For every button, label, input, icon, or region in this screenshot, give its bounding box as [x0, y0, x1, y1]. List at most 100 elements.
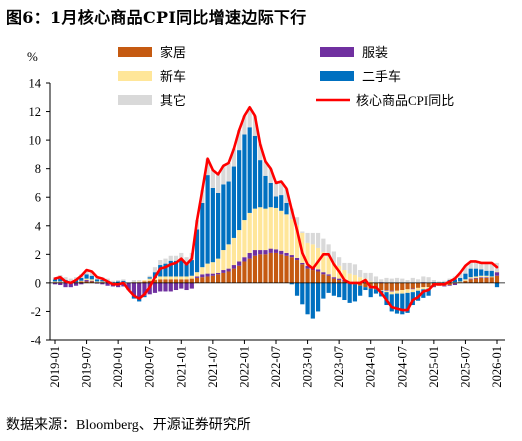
bar-new-car-2020-09 [158, 276, 163, 280]
bar-apparel-2019-01 [52, 282, 58, 285]
bar-used-car-2021-01 [179, 259, 184, 277]
bar-household-2025-04 [447, 282, 452, 286]
legend-swatch [118, 47, 152, 57]
x-tick-label: 2023-07 [332, 346, 346, 388]
bar-new-car-2025-06 [458, 281, 463, 283]
bar-other-2020-10 [163, 258, 168, 264]
bar-new-car-2024-06 [394, 290, 400, 294]
bar-other-2020-02 [121, 279, 126, 281]
bar-other-2019-08 [89, 271, 94, 276]
bar-household-2021-02 [184, 279, 189, 283]
legend-label: 服装 [362, 45, 388, 60]
bar-used-car-2023-04 [321, 282, 326, 299]
bar-used-car-2023-10 [352, 284, 358, 302]
bar-new-car-2023-05 [326, 257, 331, 275]
bar-used-car-2025-06 [458, 277, 463, 282]
bar-new-car-2021-05 [200, 267, 205, 275]
bar-household-2020-10 [163, 279, 168, 283]
source-note: 数据来源：Bloomberg、开源证券研究所 [6, 418, 251, 433]
bar-household-2022-09 [284, 255, 289, 283]
bar-used-car-2019-08 [89, 275, 94, 280]
x-tick-label: 2024-07 [395, 346, 409, 388]
x-tick-label: 2019-07 [80, 346, 94, 388]
legend-item-core-goods-cpi: 核心商品CPI同比 [316, 93, 454, 108]
bar-used-car-2022-01 [242, 134, 247, 221]
bar-apparel-2022-05 [263, 250, 268, 255]
bar-other-2022-07 [273, 182, 279, 197]
bar-new-car-2025-12 [489, 276, 494, 278]
bar-other-2023-05 [326, 244, 331, 258]
bar-new-car-2019-10 [100, 281, 105, 283]
x-tick-label: 2020-01 [111, 346, 125, 388]
bar-used-car-2024-12 [426, 288, 431, 296]
bar-new-car-2026-01 [494, 271, 500, 273]
legend-swatch [320, 71, 354, 81]
bar-used-car-2022-05 [263, 175, 268, 209]
x-tick-label: 2021-01 [174, 346, 188, 388]
bar-household-2024-12 [426, 282, 431, 288]
bar-new-car-2022-05 [263, 208, 268, 251]
bar-other-2022-09 [284, 188, 289, 203]
legend-label: 新车 [160, 69, 186, 84]
bar-new-car-2022-04 [258, 207, 263, 251]
x-tick-label: 2022-01 [237, 346, 251, 388]
bar-apparel-2023-05 [326, 274, 331, 276]
bar-apparel-2019-08 [89, 280, 94, 282]
bar-apparel-2022-12 [300, 262, 305, 265]
bar-apparel-2019-05 [73, 282, 79, 286]
bar-household-2023-06 [331, 278, 336, 283]
bar-new-car-2021-12 [237, 230, 242, 262]
bar-other-2022-06 [268, 168, 273, 183]
bar-apparel-2022-03 [252, 250, 258, 256]
bar-apparel-2019-06 [79, 282, 84, 285]
bar-other-2024-11 [421, 276, 426, 283]
bar-apparel-2022-06 [268, 248, 273, 253]
bar-used-car-2024-02 [373, 289, 379, 294]
bar-new-car-2024-08 [405, 289, 410, 293]
bar-used-car-2019-06 [79, 277, 84, 281]
bar-other-2022-01 [242, 115, 247, 135]
bar-other-2019-04 [68, 278, 73, 282]
bar-new-car-2024-04 [384, 290, 389, 293]
legend-item-apparel: 服装 [320, 45, 388, 60]
bar-new-car-2019-07 [84, 278, 89, 281]
x-tick-label: 2020-07 [143, 346, 157, 388]
bar-apparel-2020-03 [126, 282, 131, 291]
bar-other-2025-11 [484, 262, 489, 271]
bar-used-car-2023-06 [331, 282, 336, 296]
bar-household-2025-09 [473, 278, 479, 283]
y-tick-label: -4 [31, 334, 42, 348]
bar-used-car-2023-03 [316, 282, 321, 312]
bar-other-2023-10 [352, 264, 358, 276]
bar-apparel-2025-03 [442, 285, 447, 287]
bar-apparel-2020-09 [158, 282, 163, 292]
bar-other-2019-03 [63, 277, 68, 281]
bar-new-car-2025-08 [468, 277, 473, 279]
bar-new-car-2024-12 [426, 287, 431, 289]
bar-new-car-2019-06 [79, 280, 84, 282]
bar-other-2021-06 [205, 158, 210, 176]
bar-new-car-2022-02 [247, 212, 252, 253]
series-core-goods-cpi-line [53, 105, 499, 312]
bar-other-2025-06 [458, 272, 463, 278]
bar-other-2020-01 [116, 280, 121, 282]
bar-used-car-2021-03 [189, 260, 194, 276]
bar-household-2020-11 [168, 279, 173, 283]
bar-apparel-2023-03 [316, 269, 321, 272]
bar-used-car-2021-04 [194, 229, 200, 273]
bar-apparel-2020-04 [131, 282, 137, 296]
bar-used-car-2025-05 [452, 279, 457, 283]
bar-apparel-2021-11 [231, 265, 236, 269]
bar-used-car-2019-01 [52, 279, 58, 282]
bar-other-2025-08 [468, 261, 473, 269]
bar-new-car-2025-11 [484, 275, 489, 278]
legend-item-household: 家居 [118, 45, 186, 60]
bar-apparel-2022-10 [289, 255, 294, 258]
bar-household-2021-12 [237, 265, 242, 283]
bar-other-2022-03 [252, 115, 258, 136]
bar-new-car-2021-07 [210, 262, 215, 274]
y-tick-label: 4 [35, 219, 42, 233]
legend-label: 家居 [160, 45, 186, 60]
bar-household-2021-03 [189, 278, 194, 283]
bar-new-car-2021-11 [231, 237, 236, 266]
